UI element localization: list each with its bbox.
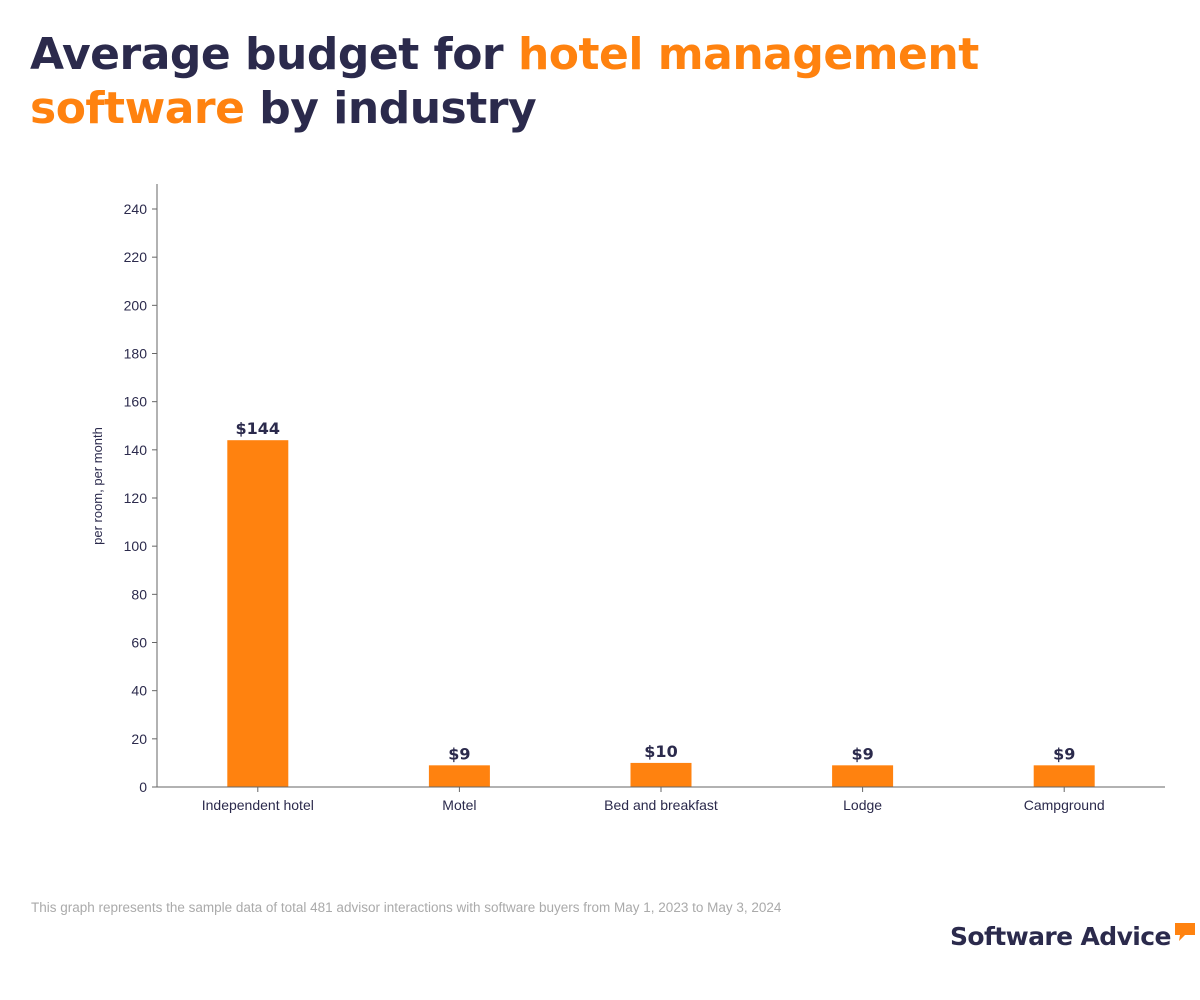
speech-bubble-icon xyxy=(1174,923,1195,941)
x-tick-label: Motel xyxy=(442,797,476,813)
y-tick-label: 240 xyxy=(124,201,148,217)
y-tick-label: 160 xyxy=(124,394,148,410)
y-tick-label: 60 xyxy=(131,635,147,651)
bar-data-label: $10 xyxy=(644,742,677,761)
bar xyxy=(1033,765,1095,787)
y-axis-ticks: 0 20 40 60 80 100 120 140 160 180 200 220 240 xyxy=(124,201,157,795)
y-tick-label: 20 xyxy=(131,731,147,747)
logo-text: Software Advice xyxy=(950,922,1171,951)
title-part-2: by industry xyxy=(244,83,537,134)
bar-data-label: $9 xyxy=(448,744,470,763)
title-highlight: hotel management software xyxy=(30,29,979,134)
software-advice-logo: Software Advice xyxy=(950,920,1197,954)
title-part-1: Average budget for xyxy=(30,29,518,80)
chart-title: Average budget for hotel management soft… xyxy=(30,28,1180,136)
x-tick-label: Lodge xyxy=(843,797,882,813)
bar-chart: 0 20 40 60 80 100 120 140 160 180 200 220 240 $144 $9… xyxy=(90,184,1165,813)
bars xyxy=(227,440,1095,787)
y-axis-label: per room, per month xyxy=(90,427,105,545)
y-tick-label: 0 xyxy=(139,779,147,795)
bar xyxy=(630,762,692,787)
x-tick-label: Bed and breakfast xyxy=(604,797,718,813)
y-tick-label: 140 xyxy=(124,442,148,458)
bar-data-label: $9 xyxy=(851,744,873,763)
y-tick-label: 120 xyxy=(124,490,148,506)
bar xyxy=(832,765,894,787)
footnote: This graph represents the sample data of… xyxy=(31,900,782,915)
x-tick-label: Campground xyxy=(1024,797,1105,813)
bar xyxy=(428,765,490,787)
y-tick-label: 180 xyxy=(124,346,148,362)
bar xyxy=(227,440,289,787)
y-tick-label: 100 xyxy=(124,538,148,554)
y-tick-label: 80 xyxy=(131,586,147,602)
x-axis-ticks: Independent hotel Motel Bed and breakfast L… xyxy=(202,787,1105,813)
bar-data-label: $144 xyxy=(236,419,281,438)
y-tick-label: 200 xyxy=(124,297,148,313)
y-tick-label: 220 xyxy=(124,249,148,265)
y-tick-label: 40 xyxy=(131,683,147,699)
bar-data-labels: $144 $9 $10 $9 $9 xyxy=(236,419,1076,763)
bar-data-label: $9 xyxy=(1053,744,1075,763)
x-tick-label: Independent hotel xyxy=(202,797,314,813)
